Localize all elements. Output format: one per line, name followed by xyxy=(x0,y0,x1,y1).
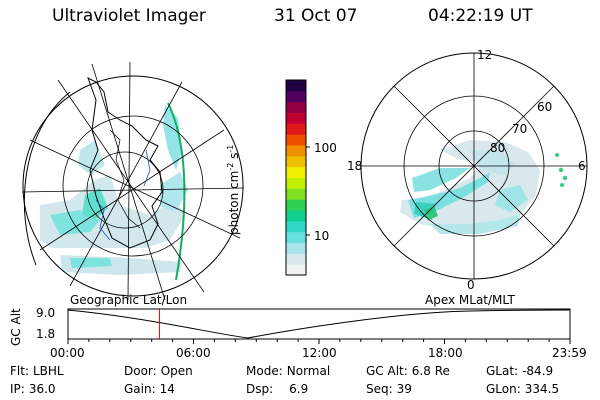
altitude-ytick-min: 1.8 xyxy=(36,327,56,341)
mlat-label-60: 60 xyxy=(537,100,552,114)
header-time: 04:22:19 UT xyxy=(428,6,533,26)
status-gain: Gain: 14 xyxy=(124,382,175,396)
status-glon: GLon: 334.5 xyxy=(486,382,560,396)
colorbar-segment xyxy=(286,264,306,276)
colorbar-segment xyxy=(286,90,306,103)
colorbar-segment xyxy=(286,220,306,233)
colorbar-segment xyxy=(286,123,306,135)
colorbar-tick-10: 10 xyxy=(314,229,330,243)
mlat-label-80: 80 xyxy=(490,141,505,155)
aurora-emission-left xyxy=(40,105,188,275)
colorbar-segment xyxy=(286,112,306,124)
magnetic-polar-map: 12 18 6 0 60 70 80 xyxy=(347,48,588,292)
status-ip: IP: 36.0 xyxy=(10,382,56,396)
colorbar-segment xyxy=(286,166,306,178)
altitude-xtick-0: 00:00 xyxy=(50,346,85,360)
colorbar-segment xyxy=(286,155,306,168)
colorbar-unit-label: photon cm-2 s-1 xyxy=(226,144,241,235)
geographic-map xyxy=(21,61,245,301)
colorbar-border xyxy=(285,79,307,276)
color-scale-bar xyxy=(285,79,310,276)
status-flt: Flt: LBHL xyxy=(10,364,64,378)
mlat-label-70: 70 xyxy=(512,122,527,136)
status-mode: Mode: Normal xyxy=(246,364,331,378)
mlt-label-12: 12 xyxy=(477,48,492,62)
colorbar-segment xyxy=(286,145,306,157)
colorbar-segment xyxy=(286,253,306,265)
altitude-curve xyxy=(67,309,571,339)
app-title: Ultraviolet Imager xyxy=(52,6,206,26)
colorbar-segment xyxy=(286,188,306,200)
colorbar-segment xyxy=(286,199,306,211)
altitude-xtick-3: 18:00 xyxy=(428,346,463,360)
altitude-ylabel: GC Alt xyxy=(9,308,23,346)
left-map-label: Geographic Lat/Lon xyxy=(70,293,188,307)
altitude-ytick-max: 9.0 xyxy=(36,306,56,320)
altitude-xtick-4: 23:59 xyxy=(552,346,587,360)
mlt-label-18: 18 xyxy=(347,159,362,173)
status-door: Door: Open xyxy=(124,364,193,378)
colorbar-segment xyxy=(286,231,306,243)
header-date: 31 Oct 07 xyxy=(274,6,358,26)
colorbar-tick-100: 100 xyxy=(314,141,337,155)
mlt-label-0: 0 xyxy=(467,278,475,292)
status-glat: GLat: -84.9 xyxy=(486,364,554,378)
colorbar-segment xyxy=(286,177,306,189)
right-map-label: Apex MLat/MLT xyxy=(425,293,515,307)
colorbar-segment xyxy=(286,210,306,222)
status-gc-alt: GC Alt: 6.8 Re xyxy=(366,364,450,378)
status-seq: Seq: 39 xyxy=(366,382,412,396)
colorbar-segment xyxy=(286,134,306,146)
colorbar-segment xyxy=(286,80,306,92)
altitude-plot xyxy=(67,308,571,344)
colorbar-segment xyxy=(286,101,306,113)
altitude-xtick-1: 06:00 xyxy=(176,346,211,360)
aurora-emission-right xyxy=(400,140,540,234)
status-dsp: Dsp: 6.9 xyxy=(246,382,309,396)
altitude-xtick-2: 12:00 xyxy=(302,346,337,360)
colorbar-segment xyxy=(286,242,306,254)
mlt-label-6: 6 xyxy=(578,159,586,173)
